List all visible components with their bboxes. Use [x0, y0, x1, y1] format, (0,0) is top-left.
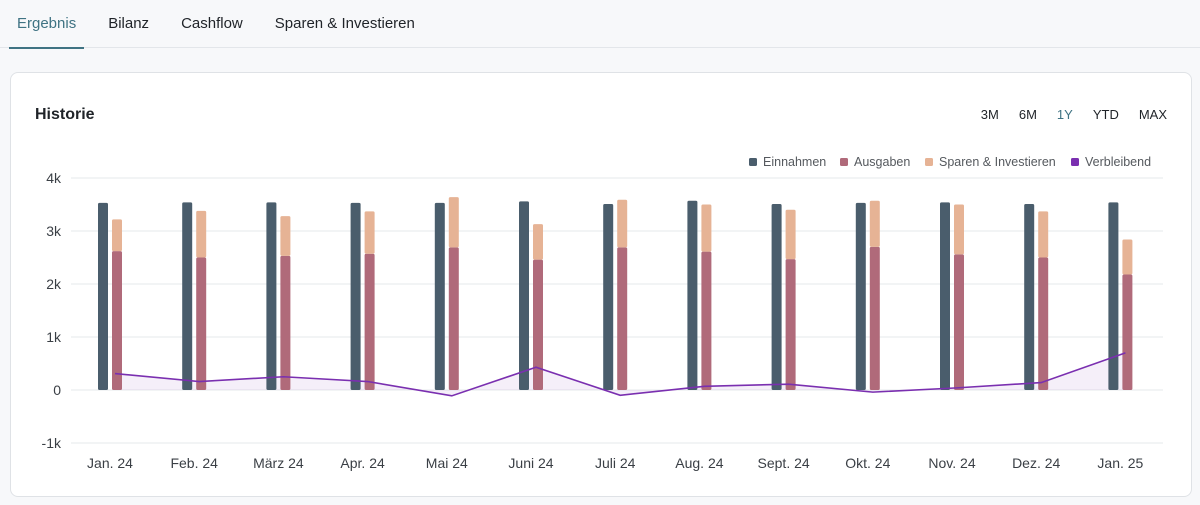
bar-ausgaben — [869, 246, 880, 390]
bar-ausgaben — [448, 247, 459, 390]
range-selector: 3M 6M 1Y YTD MAX — [981, 107, 1167, 122]
legend-swatch — [925, 158, 933, 166]
range-3m[interactable]: 3M — [980, 107, 999, 122]
x-tick-label: Feb. 24 — [170, 455, 218, 471]
bar-einnahmen — [940, 202, 950, 390]
bar-sparen — [1038, 211, 1049, 258]
bar-ausgaben — [1122, 274, 1133, 390]
x-tick-label: Jan. 24 — [87, 455, 133, 471]
bar-sparen — [280, 216, 291, 256]
tab-cashflow[interactable]: Cashflow — [181, 14, 243, 32]
bar-sparen — [785, 209, 796, 260]
bar-ausgaben — [196, 257, 207, 390]
bar-sparen — [112, 219, 122, 252]
range-1y[interactable]: 1Y — [1056, 107, 1073, 122]
legend-swatch — [840, 158, 848, 166]
bar-einnahmen — [1108, 202, 1119, 390]
bar-ausgaben — [785, 259, 796, 390]
bar-ausgaben — [1038, 257, 1049, 390]
bar-sparen — [701, 204, 712, 252]
bar-einnahmen — [1024, 203, 1035, 390]
bar-sparen — [533, 224, 543, 260]
bar-einnahmen — [434, 202, 445, 390]
bar-einnahmen — [350, 202, 361, 390]
tab-sparen-investieren[interactable]: Sparen & Investieren — [274, 14, 415, 32]
y-tick-label: 3k — [46, 223, 62, 239]
range-ytd[interactable]: YTD — [1092, 107, 1119, 122]
bar-ausgaben — [533, 259, 543, 390]
y-tick-label: 4k — [46, 170, 62, 186]
bar-einnahmen — [687, 200, 698, 390]
tab-bilanz[interactable]: Bilanz — [108, 14, 150, 32]
bar-einnahmen — [266, 202, 277, 390]
bar-ausgaben — [280, 255, 291, 390]
x-tick-label: Nov. 24 — [928, 455, 975, 471]
legend-label: Sparen & Investieren — [939, 155, 1056, 169]
y-tick-label: 0 — [53, 382, 61, 398]
range-6m[interactable]: 6M — [1018, 107, 1037, 122]
tab-ergebnis[interactable]: Ergebnis — [9, 0, 85, 49]
bar-sparen — [869, 200, 880, 247]
bar-einnahmen — [771, 203, 782, 390]
bar-sparen — [364, 211, 375, 254]
bar-einnahmen — [855, 202, 866, 390]
x-tick-label: Jan. 25 — [1097, 455, 1143, 471]
card-title: Historie — [35, 106, 95, 123]
history-card: Historie 3M 6M 1Y YTD MAX -1k 0 1k 2k 3k 4k Ja… — [10, 72, 1192, 497]
legend-label: Verbleibend — [1085, 155, 1151, 169]
bar-sparen — [617, 199, 628, 248]
y-tick-label: 2k — [46, 276, 62, 292]
bar-ausgaben — [112, 251, 122, 390]
bar-ausgaben — [701, 251, 712, 390]
bar-einnahmen — [603, 203, 614, 390]
legend-swatch — [1071, 158, 1079, 166]
bar-einnahmen — [182, 202, 193, 390]
bar-sparen — [448, 197, 459, 248]
x-tick-label: Okt. 24 — [845, 455, 890, 471]
x-tick-label: März 24 — [253, 455, 304, 471]
x-tick-label: Juli 24 — [595, 455, 636, 471]
range-max[interactable]: MAX — [1138, 107, 1167, 122]
remaining-line — [114, 352, 1126, 397]
history-chart: -1k 0 1k 2k 3k 4k Jan. 24 Feb. 24 März 24 Apr. 24… — [42, 155, 1163, 471]
bar-sparen — [1122, 239, 1133, 275]
x-tick-label: Mai 24 — [426, 455, 468, 471]
x-tick-label: Aug. 24 — [675, 455, 723, 471]
bar-ausgaben — [954, 254, 964, 390]
bar-ausgaben — [364, 253, 375, 390]
bar-sparen — [954, 204, 964, 255]
x-tick-label: Sept. 24 — [758, 455, 810, 471]
bar-einnahmen — [98, 202, 108, 390]
bar-sparen — [196, 210, 207, 258]
legend-swatch — [749, 158, 757, 166]
y-tick-label: 1k — [46, 329, 62, 345]
tab-bar: Ergebnis Bilanz Cashflow Sparen & Invest… — [0, 0, 1200, 49]
x-tick-label: Apr. 24 — [340, 455, 385, 471]
y-tick-label: -1k — [42, 435, 62, 451]
x-tick-label: Dez. 24 — [1012, 455, 1060, 471]
bar-einnahmen — [519, 201, 529, 390]
legend-label: Einnahmen — [763, 155, 826, 169]
bar-ausgaben — [617, 247, 628, 390]
legend-label: Ausgaben — [854, 155, 910, 169]
x-tick-label: Juni 24 — [508, 455, 553, 471]
